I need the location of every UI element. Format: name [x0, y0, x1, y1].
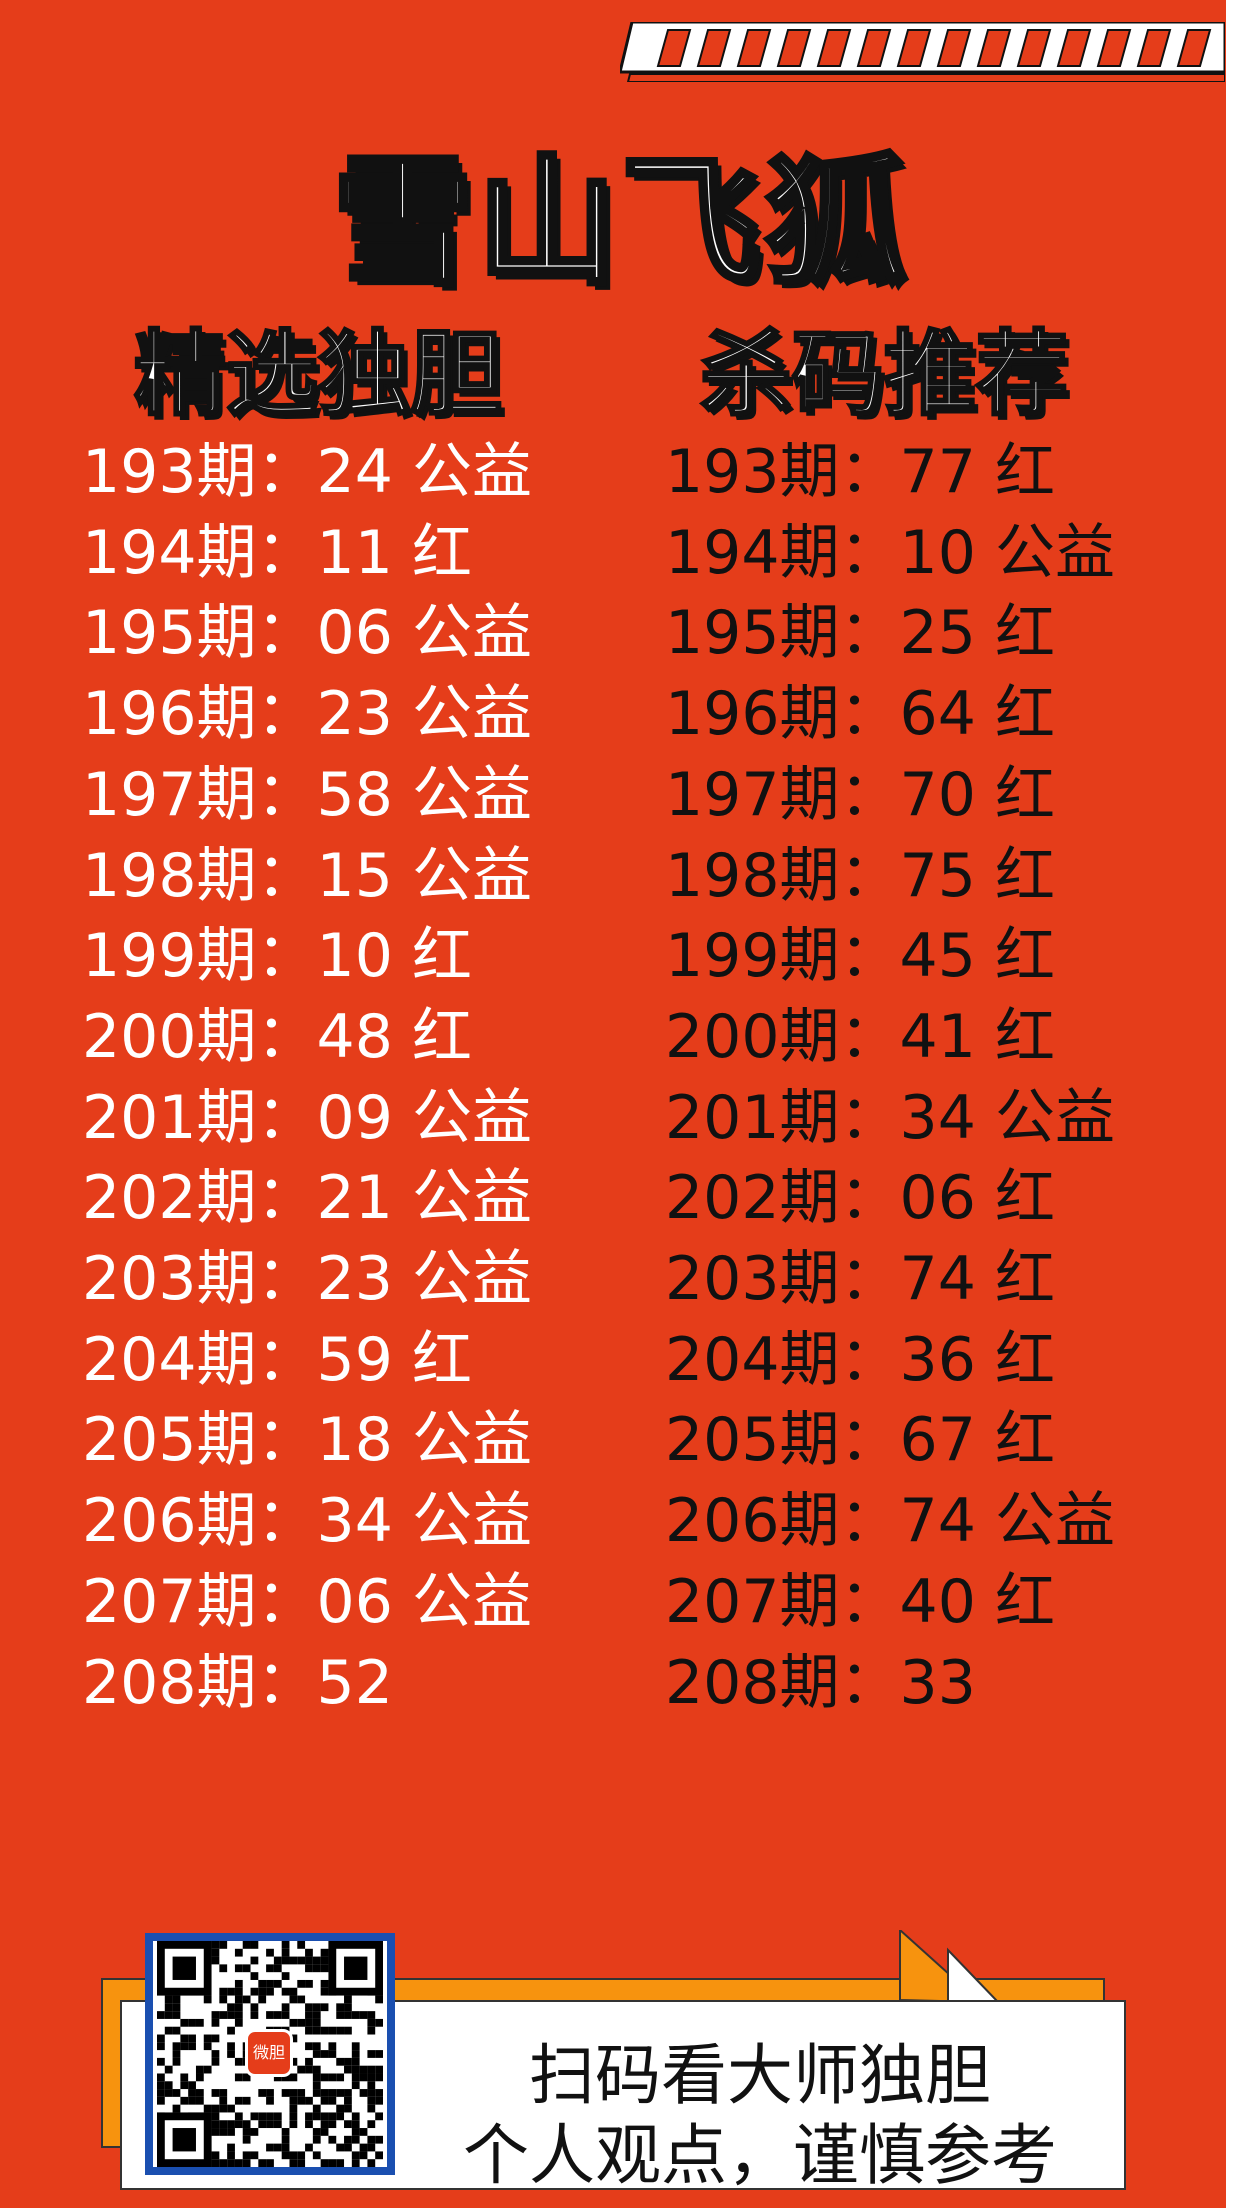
stripe: [896, 29, 932, 67]
left-list-item: 204期：59 红: [82, 1324, 472, 1395]
stripe: [1056, 29, 1092, 67]
left-list-item: 205期：18 公益: [82, 1405, 532, 1476]
right-list-item: 204期：36 红: [665, 1324, 1055, 1395]
left-list-item: 207期：06 公益: [82, 1566, 532, 1637]
right-list-item: 205期：67 红: [665, 1405, 1055, 1476]
speech-tail: [899, 1930, 1001, 2004]
left-list-item: 195期：06 公益: [82, 598, 532, 669]
right-list-item: 195期：25 红: [665, 598, 1055, 669]
left-list-item: 196期：23 公益: [82, 679, 532, 750]
left-list-item: 197期：58 公益: [82, 759, 532, 830]
left-list-item: 200期：48 红: [82, 1001, 472, 1072]
left-list-item: 194期：11 红: [82, 517, 472, 588]
right-list: 193期：77 红 194期：10 公益 195期：25 红 196期：64 红 197…: [665, 432, 1115, 1723]
footer-line-2: 个人观点，谨慎参考: [463, 2117, 1057, 2194]
right-list-item: 208期：33: [665, 1647, 976, 1718]
page-title: 雪山飞狐: [330, 140, 909, 308]
left-header: 精选独胆: [132, 320, 503, 430]
right-list-item: 202期：06 红: [665, 1163, 1055, 1234]
right-list-item: 193期：77 红: [665, 437, 1055, 507]
left-list-item: 199期：10 红: [82, 921, 472, 992]
right-list-item: 207期：40 红: [665, 1566, 1055, 1637]
stripe: [696, 29, 732, 67]
right-list-item: 201期：34 公益: [665, 1082, 1115, 1153]
stripe: [736, 29, 772, 67]
stripe: [1096, 29, 1132, 67]
right-header: 杀码推荐: [698, 320, 1069, 430]
stripe: [776, 29, 812, 67]
stripe: [816, 29, 852, 67]
left-list: 193期：24 公益 194期：11 红 195期：06 公益 196期：23 公益 1…: [82, 432, 532, 1723]
right-list-item: 200期：41 红: [665, 1001, 1055, 1072]
stripe: [856, 29, 892, 67]
right-list-item: 199期：45 红: [665, 921, 1055, 992]
stripe: [1136, 29, 1172, 67]
left-list-item: 193期：24 公益: [82, 437, 532, 507]
right-list-item: 194期：10 公益: [665, 517, 1115, 588]
stripe: [1016, 29, 1052, 67]
left-list-item: 208期：52: [82, 1647, 393, 1718]
left-list-item: 203期：23 公益: [82, 1244, 532, 1315]
qr-code[interactable]: 微胆: [145, 1933, 395, 2175]
right-list-item: 198期：75 红: [665, 840, 1055, 911]
right-edge-strip: [1226, 0, 1242, 2208]
stripe: [656, 29, 692, 67]
left-list-item: 198期：15 公益: [82, 840, 532, 911]
stripe: [976, 29, 1012, 67]
right-list-item: 196期：64 红: [665, 679, 1055, 750]
stripe: [936, 29, 972, 67]
right-list-item: 206期：74 公益: [665, 1486, 1115, 1557]
stripe: [1176, 29, 1212, 67]
left-list-item: 201期：09 公益: [82, 1082, 532, 1153]
striped-banner: [620, 22, 1225, 82]
right-list-item: 203期：74 红: [665, 1244, 1055, 1315]
footer-line-1: 扫码看大师独胆: [529, 2037, 991, 2114]
qr-logo: 微胆: [245, 2029, 293, 2077]
right-list-item: 197期：70 红: [665, 759, 1055, 830]
left-list-item: 206期：34 公益: [82, 1486, 532, 1557]
left-list-item: 202期：21 公益: [82, 1163, 532, 1234]
